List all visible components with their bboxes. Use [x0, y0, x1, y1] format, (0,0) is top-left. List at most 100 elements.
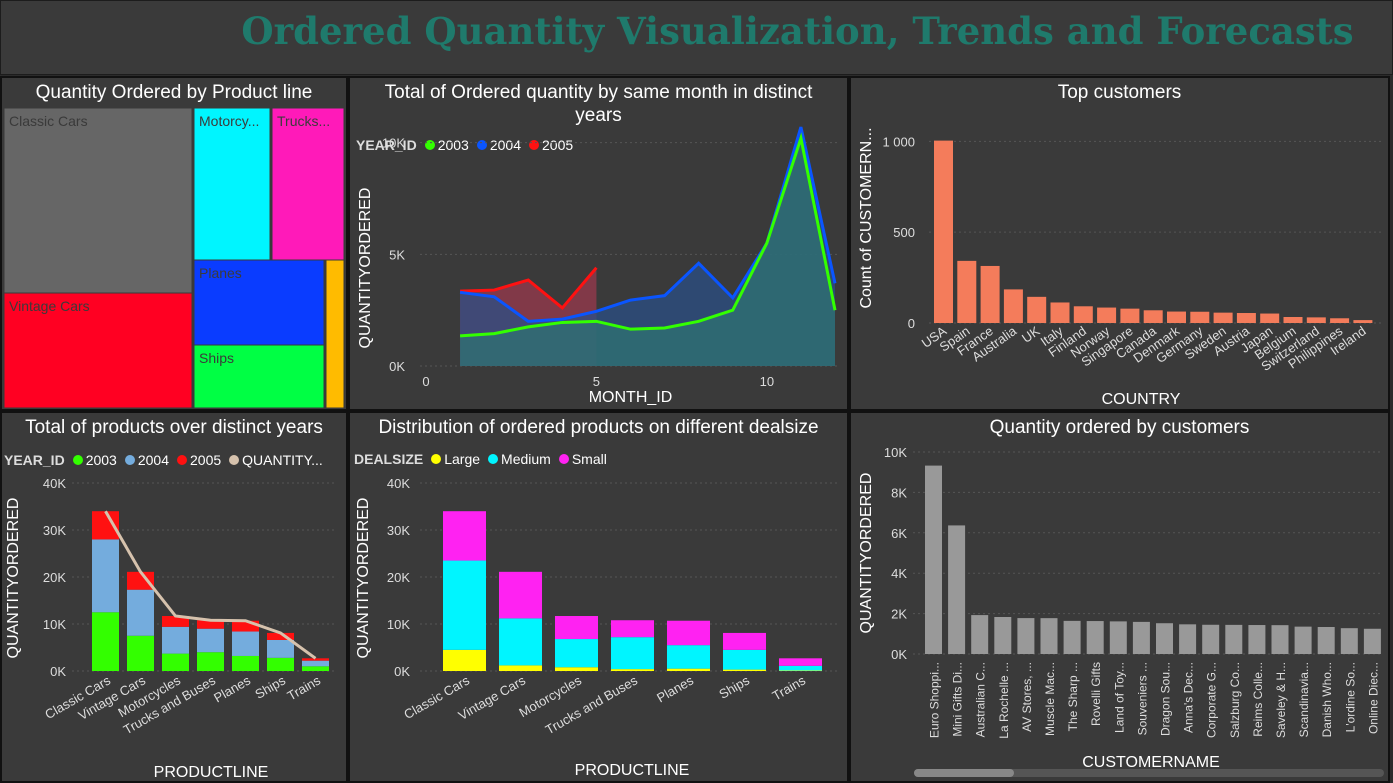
y-tick-label: 10K — [43, 617, 66, 632]
stacked-bar-segment — [302, 658, 329, 661]
stacked-bar-segment — [443, 649, 486, 671]
customers-title: Quantity ordered by customers — [989, 417, 1250, 438]
legend-2005-icon — [529, 140, 539, 151]
treemap-panel: Quantity Ordered by Product line Classic… — [0, 76, 348, 411]
dashboard-header: Ordered Quantity Visualization, Trends a… — [0, 0, 1393, 75]
x-tick-label: L'ordine So... — [1343, 662, 1357, 732]
country-bar — [1353, 320, 1373, 323]
y-tick-label: 10K — [884, 445, 907, 460]
country-bar — [1073, 306, 1093, 323]
customer-bar — [1086, 621, 1104, 654]
stacked-bar-segment — [779, 658, 822, 666]
stacked-bar-segment — [162, 616, 189, 627]
stacked-bar-segment — [267, 632, 294, 640]
x-tick-label: Ships — [716, 672, 752, 701]
country-bar — [1190, 311, 1210, 323]
legend-2003-icon — [72, 455, 83, 466]
stacked-bar-segment — [723, 632, 766, 650]
stacked-bar-segment — [267, 657, 294, 671]
legend-large-icon — [431, 454, 442, 465]
stacked-bar-segment — [92, 539, 119, 613]
legend-2005-label: 2005 — [542, 137, 574, 153]
legend-2004-icon — [476, 140, 487, 151]
country-bar — [957, 260, 977, 323]
x-tick-label: Reims Colle... — [1251, 662, 1265, 737]
top-customers-panel: Top customers 0 500 1 000 USA Spain France Aus… — [849, 76, 1390, 411]
treemap-tile — [193, 107, 271, 261]
y-axis-label: Count of CUSTOMERN... — [858, 127, 875, 308]
treemap-tile-label: Motorcy... — [199, 113, 259, 129]
x-tick-label: Trucks and Buses — [543, 672, 641, 737]
y-axis-label: QUANTITYORDERED — [5, 498, 22, 659]
products-legend: YEAR_ID 2003 2004 2005 QUANTITY... — [4, 452, 323, 468]
customer-bar — [994, 616, 1012, 654]
legend-2003-icon — [424, 140, 435, 151]
x-axis-label: MONTH_ID — [589, 389, 673, 406]
legend-2004-label: 2004 — [137, 452, 169, 468]
country-bar — [1027, 296, 1047, 323]
y-tick-label: 0 — [908, 316, 915, 331]
x-tick-label: 0 — [422, 374, 429, 389]
legend-trend-icon — [229, 455, 240, 466]
stacked-bar-segment — [779, 665, 822, 671]
x-tick-label: Rovelli Gifts — [1089, 662, 1103, 726]
customers-scrollbar[interactable] — [914, 769, 1384, 777]
y-tick-label: 30K — [387, 523, 410, 538]
y-tick-label: 40K — [43, 476, 66, 491]
legend-title: DEALSIZE — [354, 451, 424, 467]
customer-bar — [1340, 628, 1358, 654]
customer-bar — [1363, 628, 1381, 654]
customer-bar — [1202, 624, 1220, 654]
stacked-bar-segment — [667, 645, 710, 669]
x-tick-label: The Sharp ... — [1066, 662, 1080, 731]
legend-trend-label: QUANTITY... — [242, 452, 323, 468]
stacked-bar-segment — [162, 653, 189, 671]
legend-small-label: Small — [571, 451, 607, 467]
customers-scroll-thumb[interactable] — [914, 769, 1014, 777]
legend-2005-label: 2005 — [190, 452, 222, 468]
stacked-bar-segment — [611, 620, 654, 638]
country-bar — [1213, 312, 1233, 323]
country-bar — [1050, 302, 1070, 323]
customer-bar — [1271, 625, 1289, 654]
stacked-bar-segment — [723, 669, 766, 671]
treemap-tile-label: Ships — [199, 350, 234, 366]
country-bar — [1260, 313, 1280, 323]
x-axis-label: PRODUCTLINE — [575, 762, 690, 779]
dashboard-title: Ordered Quantity Visualization, Trends a… — [241, 9, 1354, 53]
stacked-bar-segment — [302, 660, 329, 667]
y-tick-label: 30K — [43, 523, 66, 538]
stacked-bar-segment — [555, 616, 598, 640]
legend-title: YEAR_ID — [356, 137, 417, 153]
y-tick-label: 500 — [893, 225, 915, 240]
y-tick-label: 0K — [389, 359, 405, 374]
x-tick-label: Land of Toy... — [1112, 662, 1126, 733]
dealsize-legend: DEALSIZE Large Medium Small — [354, 451, 607, 467]
y-axis-label: QUANTITYORDERED — [858, 473, 875, 634]
legend-2004-icon — [124, 455, 135, 466]
stacked-bar-segment — [197, 652, 224, 671]
x-tick-label: Trains — [770, 672, 809, 703]
x-tick-label: Dragon Sou... — [1159, 662, 1173, 736]
customer-bar — [1225, 624, 1243, 654]
customer-bar — [1017, 618, 1035, 654]
country-bar — [934, 140, 953, 323]
treemap-tile — [3, 292, 193, 409]
x-tick-label: Saveley & H... — [1274, 662, 1288, 738]
y-tick-label: 20K — [43, 570, 66, 585]
stacked-bar-segment — [232, 631, 259, 656]
x-tick-label: 5 — [593, 374, 600, 389]
dealsize-panel: Distribution of ordered products on diff… — [348, 411, 849, 783]
country-bar — [1003, 289, 1023, 323]
x-tick-label: Planes — [654, 672, 696, 705]
y-tick-label: 10K — [382, 136, 405, 151]
legend-2003-label: 2003 — [85, 452, 117, 468]
stacked-bar-segment — [267, 639, 294, 658]
stacked-bar-segment — [302, 666, 329, 671]
stacked-bar-segment — [197, 628, 224, 653]
customer-bar — [1294, 626, 1312, 654]
x-tick-label: Trains — [285, 672, 324, 703]
customer-bar — [1317, 626, 1335, 654]
